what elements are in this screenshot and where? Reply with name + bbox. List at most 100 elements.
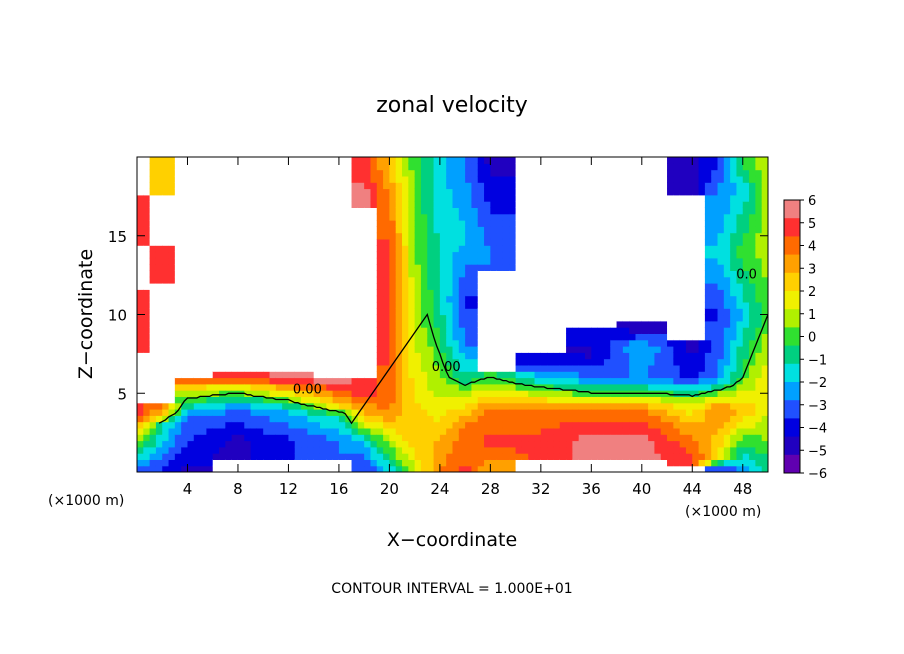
heatmap-cell (559, 320, 567, 328)
heatmap-cell (256, 333, 264, 341)
heatmap-cell (591, 289, 599, 297)
heatmap-cell (181, 169, 189, 177)
heatmap-cell (206, 251, 214, 259)
heatmap-cell (427, 339, 435, 347)
heatmap-cell (521, 238, 529, 246)
heatmap-cell (137, 201, 144, 208)
heatmap-cell (509, 220, 517, 227)
heatmap-cell (622, 320, 630, 328)
heatmap-cell (345, 194, 353, 202)
heatmap-cell (408, 453, 416, 460)
heatmap-cell (408, 402, 416, 410)
heatmap-cell (616, 377, 624, 385)
heatmap-cell (761, 245, 768, 253)
heatmap-cell (187, 245, 195, 253)
heatmap-cell (458, 440, 466, 448)
heatmap-cell (162, 320, 170, 328)
heatmap-cell (162, 194, 170, 202)
heatmap-cell (730, 188, 738, 196)
heatmap-cell (673, 446, 681, 454)
heatmap-cell (162, 352, 170, 360)
heatmap-cell (357, 182, 365, 190)
heatmap-cell (521, 364, 529, 372)
heatmap-cell (673, 377, 681, 385)
heatmap-cell (736, 169, 744, 177)
heatmap-cell (326, 245, 334, 253)
heatmap-cell (193, 213, 201, 221)
heatmap-cell (502, 346, 510, 353)
heatmap-cell (559, 333, 567, 341)
heatmap-cell (679, 327, 687, 334)
heatmap-cell (723, 377, 731, 385)
heatmap-cell (301, 201, 308, 208)
heatmap-cell (307, 396, 315, 404)
heatmap-cell (357, 339, 365, 347)
heatmap-cell (263, 320, 271, 328)
heatmap-cell (174, 390, 182, 397)
heatmap-cell (471, 440, 479, 448)
heatmap-cell (572, 226, 580, 234)
heatmap-cell (244, 289, 252, 297)
heatmap-cell (294, 295, 302, 303)
heatmap-cell (219, 295, 226, 303)
heatmap-cell (465, 276, 473, 284)
heatmap-cell (465, 220, 473, 227)
heatmap-cell (414, 245, 422, 253)
heatmap-cell (439, 352, 447, 360)
heatmap-cell (477, 415, 485, 423)
heatmap-cell (313, 220, 321, 227)
heatmap-cell (269, 264, 277, 271)
heatmap-cell (282, 453, 290, 460)
heatmap-cell (641, 434, 649, 442)
heatmap-cell (749, 371, 756, 379)
heatmap-cell (319, 390, 327, 397)
heatmap-cell (458, 220, 466, 227)
heatmap-cell (490, 346, 498, 353)
heatmap-cell (502, 383, 510, 391)
heatmap-cell (660, 175, 668, 183)
heatmap-cell (345, 295, 353, 303)
heatmap-cell (263, 213, 271, 221)
heatmap-cell (212, 434, 220, 442)
heatmap-cell (622, 415, 630, 423)
heatmap-cell (256, 390, 264, 397)
heatmap-cell (553, 207, 561, 215)
heatmap-cell (282, 157, 290, 164)
heatmap-cell (250, 194, 258, 202)
heatmap-cell (446, 194, 454, 202)
heatmap-cell (212, 276, 220, 284)
heatmap-cell (521, 182, 529, 190)
heatmap-cell (749, 421, 756, 429)
heatmap-cell (654, 402, 662, 410)
heatmap-cell (603, 333, 611, 341)
heatmap-cell (275, 390, 283, 397)
heatmap-cell (667, 301, 674, 309)
heatmap-cell (622, 232, 630, 240)
heatmap-cell (326, 346, 334, 353)
heatmap-cell (692, 308, 700, 316)
heatmap-cell (749, 383, 756, 391)
heatmap-cell (547, 402, 555, 410)
heatmap-cell (288, 157, 296, 164)
heatmap-cell (711, 182, 719, 190)
heatmap-cell (597, 175, 605, 183)
heatmap-cell (269, 175, 277, 183)
heatmap-cell (212, 251, 220, 259)
heatmap-cell (610, 163, 618, 171)
heatmap-cell (357, 308, 365, 316)
heatmap-cell (704, 415, 712, 423)
heatmap-cell (301, 333, 308, 341)
heatmap-cell (490, 245, 498, 253)
heatmap-cell (622, 295, 630, 303)
heatmap-cell (155, 346, 163, 353)
heatmap-cell (667, 175, 674, 183)
heatmap-cell (162, 169, 170, 177)
heatmap-cell (717, 251, 725, 259)
heatmap-cell (736, 371, 744, 379)
heatmap-cell (301, 352, 308, 360)
heatmap-cell (629, 276, 637, 284)
heatmap-cell (256, 327, 264, 334)
heatmap-cell (294, 333, 302, 341)
heatmap-cell (597, 194, 605, 202)
heatmap-cell (187, 289, 195, 297)
